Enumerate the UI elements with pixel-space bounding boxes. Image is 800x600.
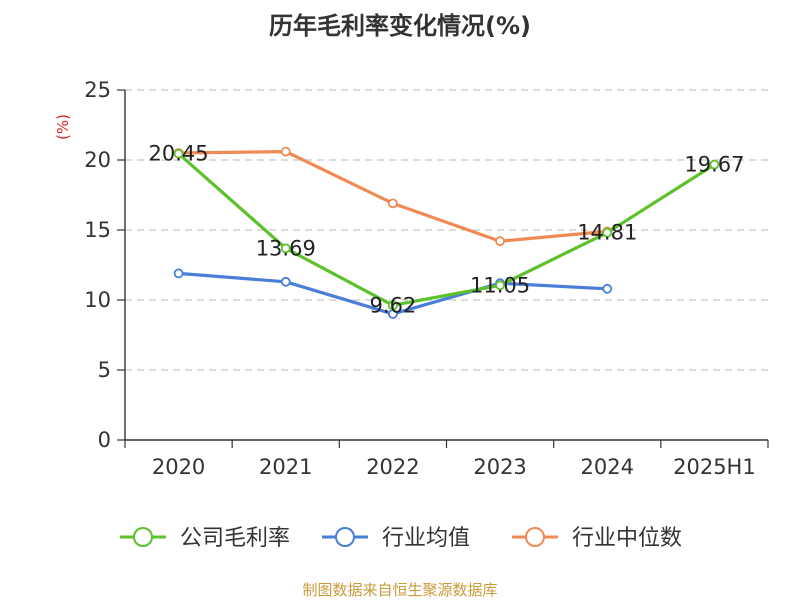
y-axis-unit-label: (%): [54, 114, 72, 140]
data-point: [495, 280, 505, 291]
source-note: 制图数据来自恒生聚源数据库: [302, 581, 498, 599]
y-tick-label: 15: [84, 218, 111, 242]
axes: 0 5 10 15 20 25 2020 2021 2022 2023 2024 2025H1: [84, 78, 769, 479]
data-label: 14.81: [577, 221, 637, 245]
data-label: 20.45: [149, 142, 209, 166]
data-label: 19.67: [684, 153, 744, 177]
x-tick-label: 2021: [259, 455, 312, 479]
x-tick-label: 2024: [581, 455, 634, 479]
data-point: [173, 268, 184, 279]
x-tick-label: 2025H1: [673, 455, 756, 479]
legend-swatch-marker: [335, 527, 355, 547]
data-point: [280, 146, 291, 157]
y-tick-label: 0: [98, 428, 111, 452]
series-line: [176, 150, 609, 243]
data-label: 13.69: [256, 236, 316, 260]
y-tick-label: 20: [84, 148, 111, 172]
legend-swatch-marker: [133, 527, 153, 547]
series-lines: [173, 146, 720, 319]
data-point: [280, 243, 291, 254]
x-tick-label: 2022: [366, 455, 419, 479]
legend-label: 行业均值: [382, 526, 470, 551]
legend-swatch-marker: [525, 527, 545, 547]
data-labels: 20.45 13.69 9.62 11.05 14.81 19.67: [149, 142, 745, 318]
chart-title: 历年毛利率变化情况(%): [269, 12, 531, 40]
data-point: [709, 159, 720, 170]
data-point: [495, 236, 505, 247]
y-tick-label: 10: [84, 288, 111, 312]
data-point: [388, 198, 398, 209]
data-label: 11.05: [470, 273, 530, 297]
data-label: 9.62: [370, 293, 417, 317]
x-tick-label: 2023: [473, 455, 526, 479]
x-tick-label: 2020: [152, 455, 205, 479]
legend-label: 行业中位数: [572, 526, 682, 551]
data-point: [602, 227, 613, 238]
data-point: [388, 300, 398, 311]
gridlines: [125, 89, 768, 371]
data-point: [602, 283, 613, 294]
data-point: [173, 148, 184, 159]
y-tick-label: 5: [98, 358, 111, 382]
legend-label: 公司毛利率: [180, 526, 290, 551]
y-tick-label: 25: [84, 78, 111, 102]
series-line: [176, 152, 717, 307]
data-point: [280, 276, 291, 287]
legend: 公司毛利率 行业均值 行业中位数: [120, 526, 682, 551]
